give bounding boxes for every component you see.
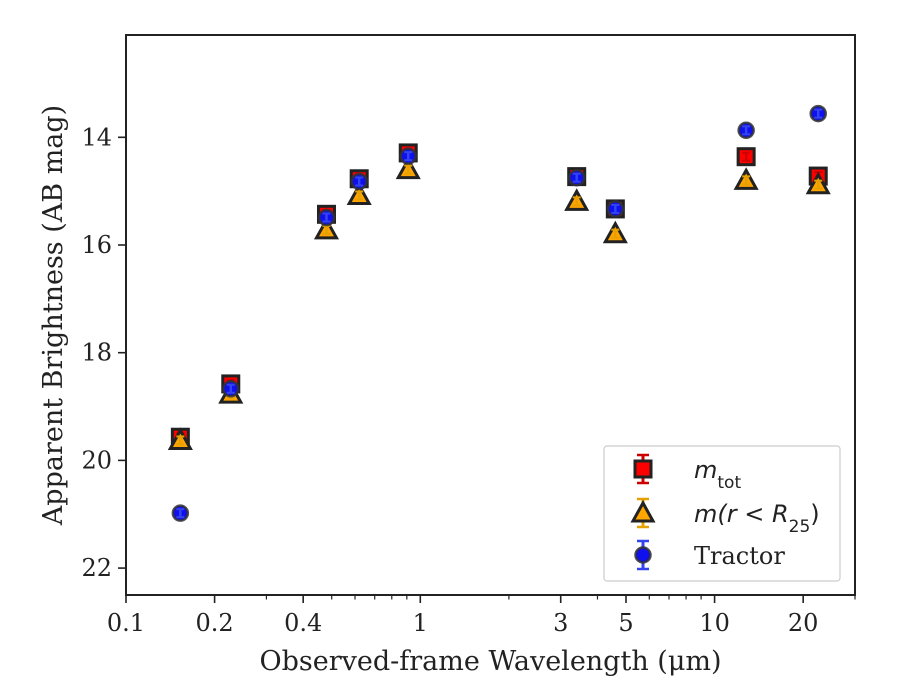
legend-box xyxy=(603,445,841,582)
series-circle xyxy=(171,104,827,522)
x-tick-label: 1 xyxy=(413,609,428,637)
legend-key-triangle xyxy=(630,497,656,529)
legend-key-square xyxy=(633,453,653,485)
y-tick-label: 18 xyxy=(81,339,112,367)
x-tick-label: 0.2 xyxy=(196,609,234,637)
legend-marker-square xyxy=(633,459,653,479)
x-axis-ticks: 0.1 0.2 0.4 1 3 5 10 20 xyxy=(107,595,856,637)
legend-label-square: mtot xyxy=(694,456,741,493)
x-tick-label: 5 xyxy=(618,609,633,637)
y-tick-label: 16 xyxy=(81,231,112,259)
x-tick-label: 0.4 xyxy=(284,609,322,637)
x-tick-label: 20 xyxy=(788,609,819,637)
legend-marker-triangle xyxy=(630,499,656,523)
y-tick-label: 22 xyxy=(81,554,112,582)
x-tick-label: 0.1 xyxy=(107,609,145,637)
legend: mtot m(r < R25) Tractor xyxy=(603,445,841,582)
y-tick-label: 20 xyxy=(81,446,112,474)
legend-label-circle: Tractor xyxy=(694,542,785,570)
x-tick-label: 10 xyxy=(699,609,730,637)
x-tick-label: 3 xyxy=(553,609,568,637)
legend-marker-circle xyxy=(634,546,652,564)
data-markers xyxy=(167,104,831,522)
y-axis-ticks: 14 16 18 20 22 xyxy=(81,123,126,582)
legend-label-triangle: m(r < R25) xyxy=(694,500,820,537)
y-tick-label: 14 xyxy=(81,123,112,151)
y-axis-label: Apparent Brightness (AB mag) xyxy=(38,105,69,526)
x-axis-label: Observed-frame Wavelength (μm) xyxy=(259,646,721,677)
legend-key-circle xyxy=(634,539,652,571)
plot-frame xyxy=(125,34,856,596)
